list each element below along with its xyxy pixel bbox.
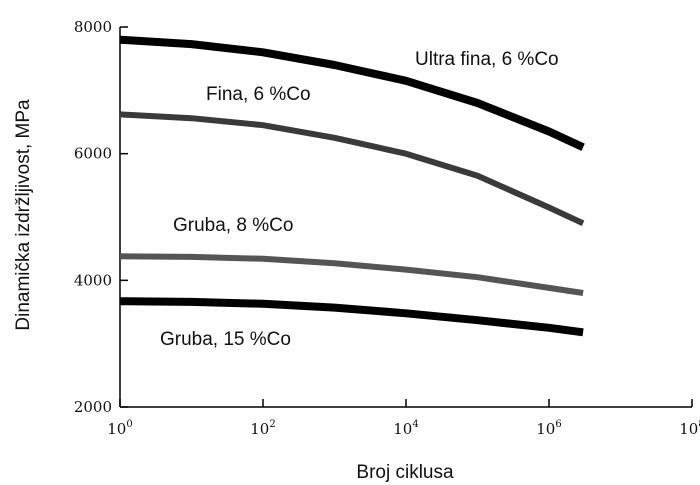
series-line-gruba-8co xyxy=(119,253,584,296)
y-tick-label: 8000 xyxy=(74,18,112,36)
y-tick-label: 2000 xyxy=(74,398,112,416)
x-tick-label: 100 xyxy=(107,419,132,438)
x-tick-exponent: 8 xyxy=(698,419,700,430)
x-tick-label: 102 xyxy=(250,419,275,438)
x-tick-label: 108 xyxy=(679,419,700,438)
x-tick-label: 106 xyxy=(536,419,561,438)
series-line-ultra-fina-6co xyxy=(119,35,585,151)
series-label-ultra-fina-6co: Ultra fina, 6 %Co xyxy=(415,49,559,70)
series-label-gruba-15co: Gruba, 15 %Co xyxy=(160,329,291,350)
x-tick-base: 10 xyxy=(393,420,412,438)
x-tick-exponent: 4 xyxy=(412,419,418,430)
x-tick-exponent: 2 xyxy=(269,419,275,430)
series-line-gruba-15co xyxy=(119,297,584,337)
series-label-gruba-8co: Gruba, 8 %Co xyxy=(173,215,293,236)
series-labels: Ultra fina, 6 %Co Fina, 6 %Co Gruba, 8 %Co… xyxy=(160,49,559,350)
y-tick-label: 6000 xyxy=(74,145,112,163)
x-tick-label: 104 xyxy=(393,419,418,438)
x-axis-title: Broj ciklusa xyxy=(356,462,454,483)
y-ticks: 2000 4000 6000 8000 xyxy=(74,18,128,416)
y-tick-label: 4000 xyxy=(74,271,112,289)
series-line-fina-6co xyxy=(119,111,585,227)
x-tick-base: 10 xyxy=(536,420,555,438)
series-group xyxy=(119,35,585,337)
x-tick-base: 10 xyxy=(250,420,269,438)
x-tick-exponent: 6 xyxy=(555,419,561,430)
x-tick-exponent: 0 xyxy=(126,419,132,430)
x-ticks: 100102104106108 xyxy=(107,399,700,438)
x-tick-base: 10 xyxy=(679,420,698,438)
x-tick-base: 10 xyxy=(107,420,126,438)
series-label-fina-6co: Fina, 6 %Co xyxy=(206,84,311,105)
y-axis-title: Dinamička izdržljivost, MPa xyxy=(13,99,34,331)
